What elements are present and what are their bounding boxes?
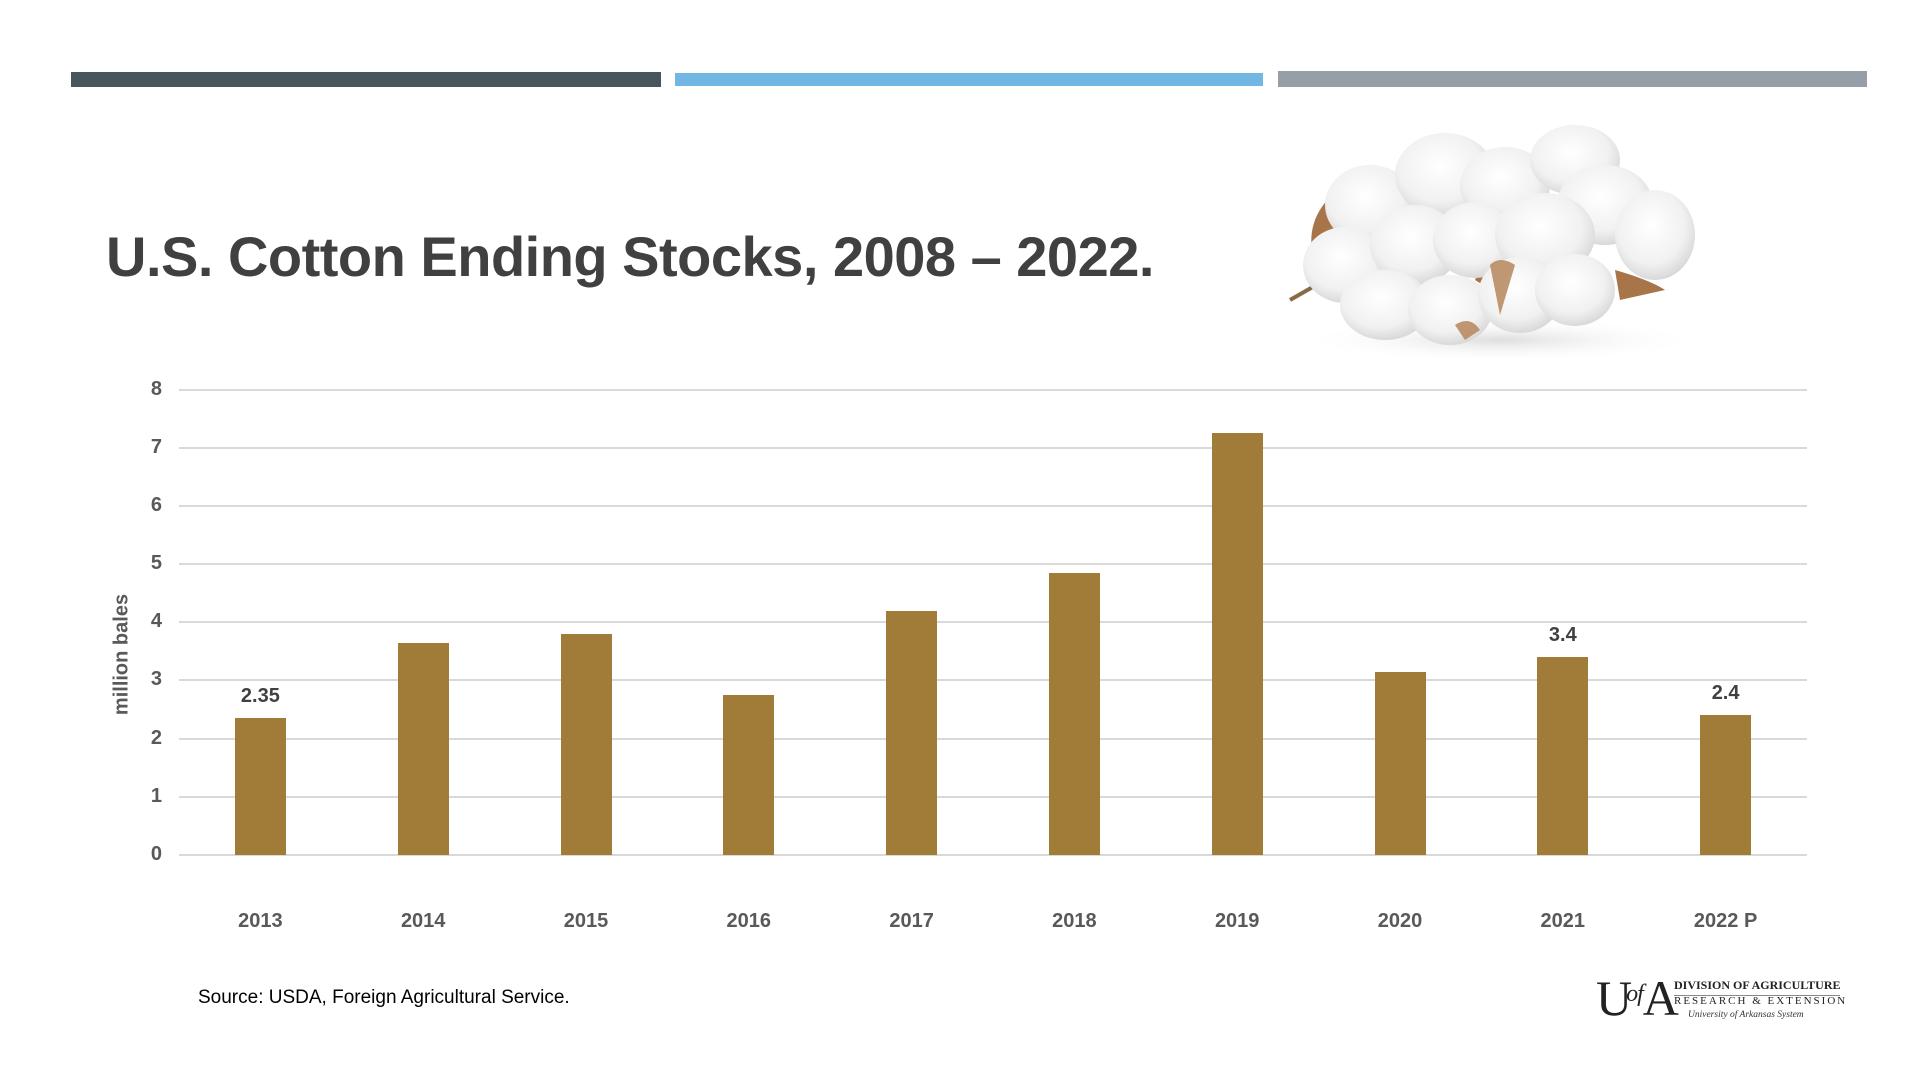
x-tick-label: 2022 P — [1693, 910, 1758, 932]
header-stripe-blue — [675, 73, 1263, 86]
x-tick-label: 2019 — [1214, 910, 1260, 932]
y-axis-label: million bales — [110, 593, 133, 716]
page-title: U.S. Cotton Ending Stocks, 2008 – 2022. — [106, 225, 1154, 288]
x-tick-label: 2016 — [726, 910, 772, 932]
y-tick-label: 7 — [150, 435, 162, 458]
y-tick-label: 2 — [150, 726, 162, 749]
y-tick-label: 0 — [150, 843, 162, 865]
y-tick-label: 5 — [150, 552, 162, 575]
data-label: 3.4 — [1548, 624, 1577, 647]
x-tick-label: 2021 — [1540, 910, 1586, 932]
y-tick-label: 6 — [150, 493, 162, 516]
gridline — [179, 563, 1807, 566]
bar-2022-p — [1700, 715, 1752, 855]
logo-mark: UofA — [1596, 970, 1679, 1026]
bar-2021 — [1537, 657, 1589, 855]
y-tick-label: 1 — [150, 784, 162, 807]
gridline — [179, 504, 1807, 507]
x-tick-label: 2020 — [1377, 910, 1423, 932]
cotton-photo — [1289, 125, 1700, 362]
gridline — [179, 446, 1807, 449]
gridline — [179, 621, 1807, 624]
bar-2015 — [560, 633, 612, 855]
logo-line-system: University of Arkansas System — [1688, 1010, 1804, 1020]
bar-2014 — [397, 642, 449, 855]
gridline — [179, 854, 1807, 856]
x-tick-label: 2017 — [889, 910, 934, 932]
header-stripe-gray — [1278, 71, 1867, 87]
bar-2016 — [723, 694, 775, 855]
bar-2013 — [234, 718, 286, 855]
gridline — [179, 795, 1807, 798]
bar-2020 — [1374, 671, 1426, 855]
bar-2017 — [886, 610, 938, 855]
data-label: 2.35 — [240, 685, 280, 708]
bar-2018 — [1048, 572, 1100, 855]
y-tick-label: 8 — [150, 377, 162, 400]
logo-line-division: DIVISION OF AGRICULTURE — [1674, 978, 1841, 996]
y-tick-label: 4 — [150, 610, 162, 633]
x-tick-label: 2018 — [1052, 910, 1097, 932]
x-tick-label: 2014 — [400, 910, 446, 932]
bar-2019 — [1211, 433, 1263, 855]
header-stripe-dark — [71, 72, 661, 87]
x-tick-label: 2015 — [563, 910, 609, 932]
uark-logo: UofA DIVISION OF AGRICULTURE RESEARCH & … — [1596, 970, 1856, 1027]
gridline — [179, 737, 1807, 740]
logo-line-research: RESEARCH & EXTENSION — [1674, 995, 1848, 1007]
data-label: 2.4 — [1711, 682, 1740, 705]
gridline — [179, 679, 1807, 682]
gridline — [179, 388, 1807, 391]
source-note: Source: USDA, Foreign Agricultural Servi… — [198, 987, 570, 1008]
y-tick-label: 3 — [150, 668, 162, 691]
x-tick-label: 2013 — [238, 910, 283, 932]
